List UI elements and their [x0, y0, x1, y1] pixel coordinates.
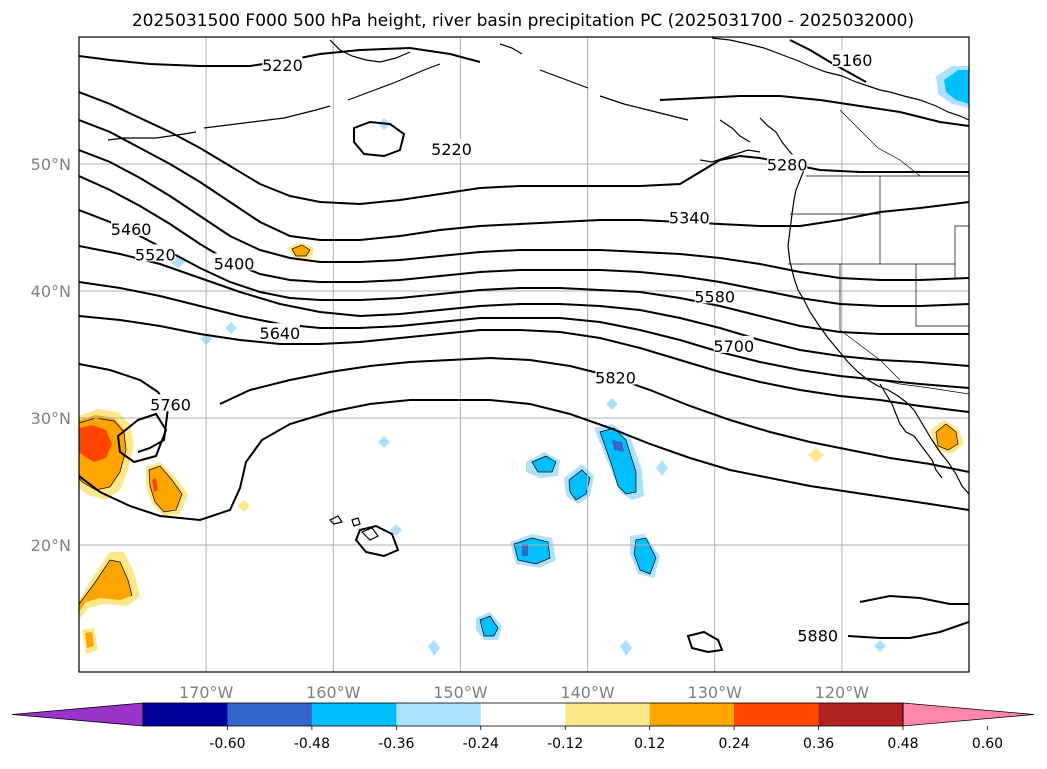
colorbar-tick-label: -0.24 [463, 736, 499, 752]
x-tick-label: 160°W [306, 683, 361, 702]
colorbar-segment [734, 703, 820, 726]
contour-label-text: 5580 [694, 287, 735, 306]
x-tick-label: 120°W [815, 683, 870, 702]
x-tick-labels: 170°W 160°W 150°W 140°W 130°W 120°W [179, 683, 869, 702]
contour-label-bg [832, 50, 873, 68]
contour-label-bg [214, 253, 255, 271]
contour-label: 5640 [259, 323, 301, 343]
map-area: 5160 5220 5220 5280 5340 5400 5460 5520 5580 5640… [79, 37, 969, 672]
contour-label: 5340 [669, 207, 710, 228]
contour-labels: 5160 5220 5220 5280 5340 5400 5460 5520 5580 5640… [111, 50, 873, 645]
contour-label: 5400 [214, 253, 255, 273]
colorbar-extend-low [11, 702, 144, 727]
contour-label-bg [111, 219, 152, 237]
contour-label-text: 5160 [832, 51, 873, 70]
colorbar-segment [818, 703, 904, 726]
map-frame [78, 36, 970, 673]
contour-label: 5580 [694, 286, 735, 306]
contour-label: 5520 [135, 244, 176, 264]
colorbar-segment [396, 703, 482, 726]
contour-label-bg [669, 207, 710, 225]
colorbar-extend-high [902, 702, 1035, 727]
figure-title: 2025031500 F000 500 hPa height, river ba… [132, 11, 914, 31]
contour-label: 5820 [595, 367, 636, 388]
contour-label: 5160 [832, 50, 873, 70]
x-tick-label: 150°W [433, 683, 488, 702]
contour-label-bg [262, 55, 303, 73]
colorbar-segment [143, 703, 228, 726]
y-tick-label: 20°N [31, 536, 71, 555]
contour-label-bg [150, 394, 191, 412]
y-tick-label: 30°N [31, 409, 71, 428]
colorbar-tick-label: -0.60 [209, 736, 245, 752]
colorbar-tick-label: -0.36 [378, 736, 414, 752]
colorbar-labels: -0.60 -0.48 -0.36 -0.24 -0.12 0.12 0.24 0.36 0.4… [209, 736, 1003, 752]
contour-label: 5880 [797, 625, 838, 645]
contour-label-text: 5280 [767, 155, 808, 174]
precip-shading [79, 66, 969, 656]
y-tick-labels: 50°N 40°N 30°N 20°N [31, 155, 71, 555]
colorbar [11, 702, 1035, 730]
contour-label-bg [259, 323, 300, 341]
contour-label-text: 5400 [214, 254, 255, 273]
colorbar-tick-label: 0.24 [719, 736, 750, 752]
colorbar-tick-label: 0.60 [972, 736, 1003, 752]
colorbar-tick-label: 0.48 [887, 736, 918, 752]
contour-label-bg [713, 335, 754, 353]
colorbar-segment [311, 703, 397, 726]
contour-label-text: 5340 [669, 209, 710, 228]
colorbar-segment [480, 703, 566, 726]
contour-label-bg [767, 154, 808, 172]
contour-label-bg [694, 286, 735, 304]
contour-label-bg [797, 625, 838, 643]
contour-label-text: 5880 [797, 626, 838, 645]
colorbar-tick-label: 0.12 [634, 736, 665, 752]
x-tick-label: 130°W [688, 683, 743, 702]
contour-label-text: 5640 [260, 324, 301, 343]
contour-label: 5220 [262, 55, 303, 75]
contour-label-text: 5220 [262, 56, 303, 75]
contour-label-text: 5700 [713, 337, 754, 356]
x-tick-label: 140°W [560, 683, 615, 702]
colorbar-tick-label: -0.12 [547, 736, 583, 752]
colorbar-tick-label: 0.36 [803, 736, 834, 752]
contour-label: 5220 [431, 139, 472, 159]
y-tick-label: 50°N [31, 155, 71, 174]
colorbar-segment [565, 703, 651, 726]
contour-label-text: 5220 [431, 140, 472, 159]
x-tick-label: 170°W [179, 683, 234, 702]
colorbar-segment [649, 703, 735, 726]
contour-label-text: 5520 [135, 245, 176, 264]
height-contours [79, 39, 969, 654]
contour-label: 5460 [111, 219, 152, 239]
y-tick-label: 40°N [31, 282, 71, 301]
contour-label: 5760 [150, 394, 191, 414]
colorbar-segment [227, 703, 313, 726]
contour-label: 5700 [713, 335, 754, 356]
contour-label-bg [595, 367, 636, 385]
contour-label-bg [135, 244, 176, 262]
colorbar-tick-label: -0.48 [294, 736, 330, 752]
contour-label: 5280 [767, 154, 808, 174]
contour-label-text: 5460 [111, 220, 152, 239]
colorbar-frame [142, 702, 904, 727]
contour-label-text: 5760 [150, 395, 191, 414]
contour-label-text: 5820 [595, 369, 636, 388]
contour-label-bg [431, 139, 472, 157]
